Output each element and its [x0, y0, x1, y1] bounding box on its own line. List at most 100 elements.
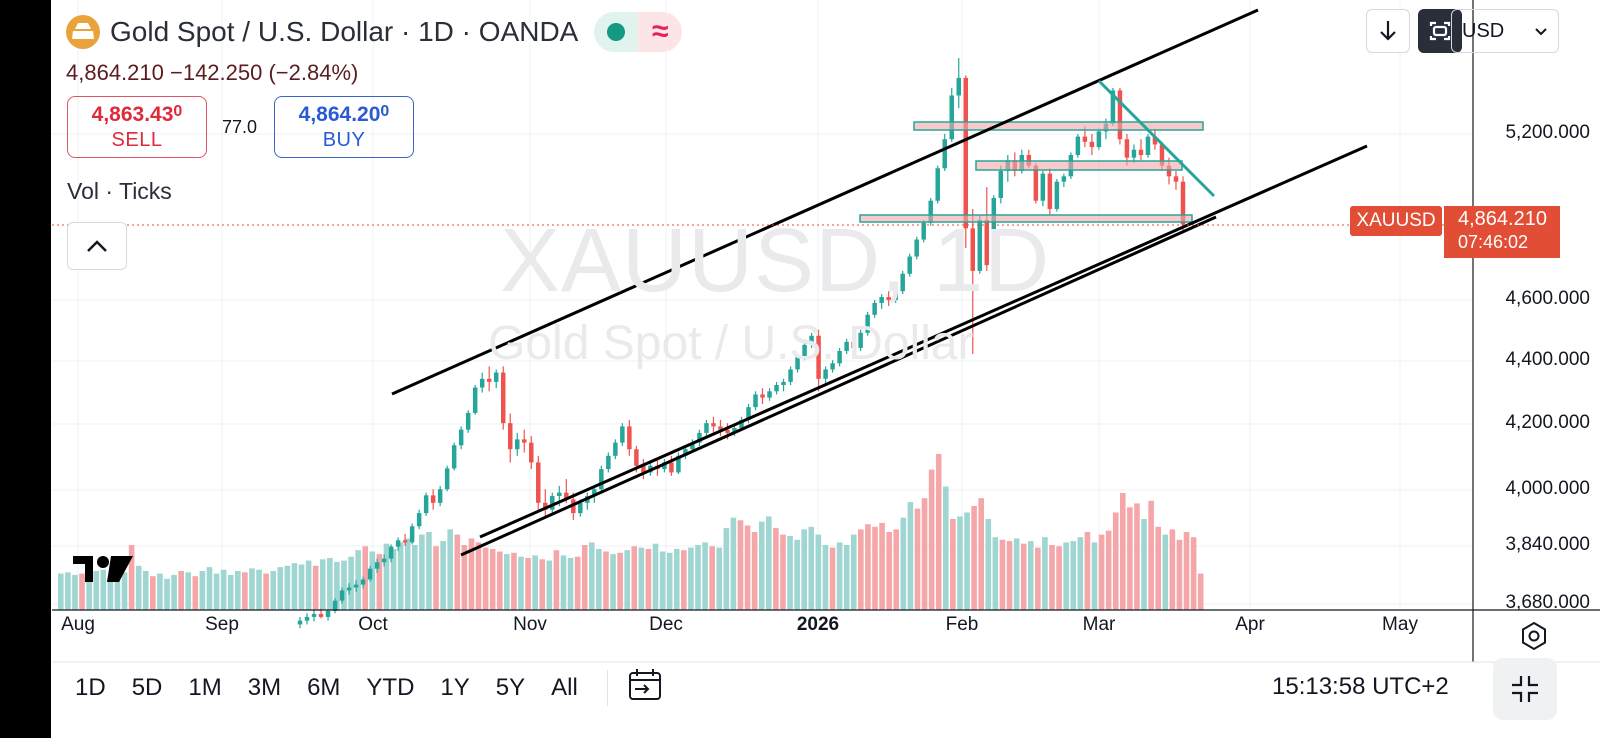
range-1y[interactable]: 1Y	[440, 674, 470, 701]
status-pill[interactable]: ≈	[594, 12, 683, 52]
range-5y[interactable]: 5Y	[495, 674, 526, 701]
gold-logo-icon	[66, 15, 100, 49]
goto-date-button[interactable]	[618, 667, 672, 710]
time-label: Apr	[1235, 614, 1265, 635]
candle-body	[1145, 136, 1151, 155]
range-3m[interactable]: 3M	[247, 674, 282, 701]
symbol-title[interactable]: Gold Spot / U.S. Dollar · 1D · OANDA	[110, 16, 579, 47]
candle-body	[339, 590, 345, 601]
candle-body	[704, 423, 709, 433]
volume-bar	[199, 571, 206, 610]
sell-button[interactable]: 4,863.430 SELL	[67, 96, 207, 158]
volume-bar	[1077, 537, 1084, 610]
candle-body	[1166, 165, 1172, 177]
volume-bar	[688, 547, 694, 610]
volume-bar	[532, 555, 538, 610]
volume-bar	[1049, 545, 1055, 610]
time-label: Mar	[1082, 614, 1116, 635]
current-price-tag: 4,864.210 07:46:02	[1444, 206, 1560, 258]
collapse-icon	[1512, 676, 1538, 702]
candle-body	[1173, 176, 1179, 182]
left-edge	[0, 0, 51, 738]
candle-body	[718, 426, 723, 430]
time-label: Nov	[513, 614, 547, 635]
spread-value: 77.0	[222, 117, 258, 137]
currency-select[interactable]: USD	[1451, 9, 1559, 53]
volume-bar	[843, 545, 850, 610]
volume-bar	[511, 552, 517, 610]
candle-body	[879, 297, 884, 303]
candle-body	[599, 469, 604, 490]
volume-bar	[546, 560, 553, 610]
range-1d[interactable]: 1D	[75, 674, 106, 701]
symbol-tag: XAUUSD	[1350, 206, 1442, 236]
candle-body	[367, 568, 373, 580]
candle-body	[865, 314, 870, 333]
range-6m[interactable]: 6M	[307, 674, 341, 701]
range-1m[interactable]: 1M	[188, 674, 222, 701]
candle-body	[921, 222, 926, 240]
volume-bar	[581, 545, 588, 610]
volume-bar	[872, 526, 878, 610]
download-button[interactable]	[1366, 9, 1410, 53]
volume-bar	[652, 543, 659, 610]
candle-body	[774, 385, 779, 392]
candle-body	[998, 170, 1004, 198]
collapse-legend-button[interactable]	[67, 222, 127, 270]
volume-bar	[716, 547, 723, 610]
volume-bar	[822, 545, 829, 610]
candle-body	[297, 620, 303, 625]
volume-bar	[291, 563, 298, 610]
volume-bar	[1084, 532, 1091, 610]
volume-bar	[780, 534, 786, 610]
clock[interactable]: 15:13:58 UTC+2	[1272, 673, 1449, 700]
settings-button[interactable]	[1518, 620, 1550, 657]
volume-bar	[121, 572, 128, 610]
volume-bar	[376, 554, 383, 610]
range-divider	[606, 670, 608, 706]
volume-bar	[475, 542, 482, 610]
candle-body	[536, 462, 541, 503]
volume-bar	[659, 551, 666, 610]
volume-bar	[468, 538, 475, 610]
volume-bar	[86, 576, 92, 610]
volume-bar	[135, 565, 142, 610]
candle-body	[935, 168, 940, 201]
candle-body	[802, 344, 807, 358]
buy-button[interactable]: 4,864.200 BUY	[274, 96, 414, 158]
range-5d[interactable]: 5D	[131, 674, 163, 701]
candle-body	[353, 584, 359, 588]
volume-bar	[907, 502, 914, 610]
chart-grid	[52, 0, 1473, 610]
volume-bar	[489, 548, 496, 610]
candle-body	[507, 423, 513, 450]
candle-body	[1047, 173, 1053, 209]
volume-bar	[1183, 532, 1190, 610]
candle-body	[984, 219, 990, 266]
candle-body	[809, 335, 814, 345]
volume-bar	[404, 538, 411, 610]
volume-bar	[305, 560, 312, 610]
candle-body	[564, 492, 569, 500]
volume-bar	[1013, 538, 1020, 610]
volume-bar	[893, 529, 900, 610]
candle-body	[423, 495, 429, 514]
candle-body	[788, 369, 793, 382]
volume-bar	[1020, 543, 1027, 610]
volume-bar	[666, 552, 673, 610]
volume-legend[interactable]: Vol · Ticks	[67, 178, 172, 204]
volume-bar	[390, 548, 397, 610]
range-ytd[interactable]: YTD	[366, 674, 415, 701]
volume-bar	[638, 547, 645, 610]
fullscreen-exit-button[interactable]	[1493, 658, 1557, 720]
range-all[interactable]: All	[551, 674, 578, 701]
candle-body	[676, 455, 681, 473]
volume-bar	[971, 506, 977, 610]
volume-bar	[419, 534, 425, 610]
chart-type-button[interactable]	[1418, 9, 1462, 53]
volume-bar	[192, 576, 199, 610]
buy-price-tail: 0	[380, 103, 390, 120]
candle-body	[606, 455, 611, 470]
volume-bar	[341, 560, 347, 610]
